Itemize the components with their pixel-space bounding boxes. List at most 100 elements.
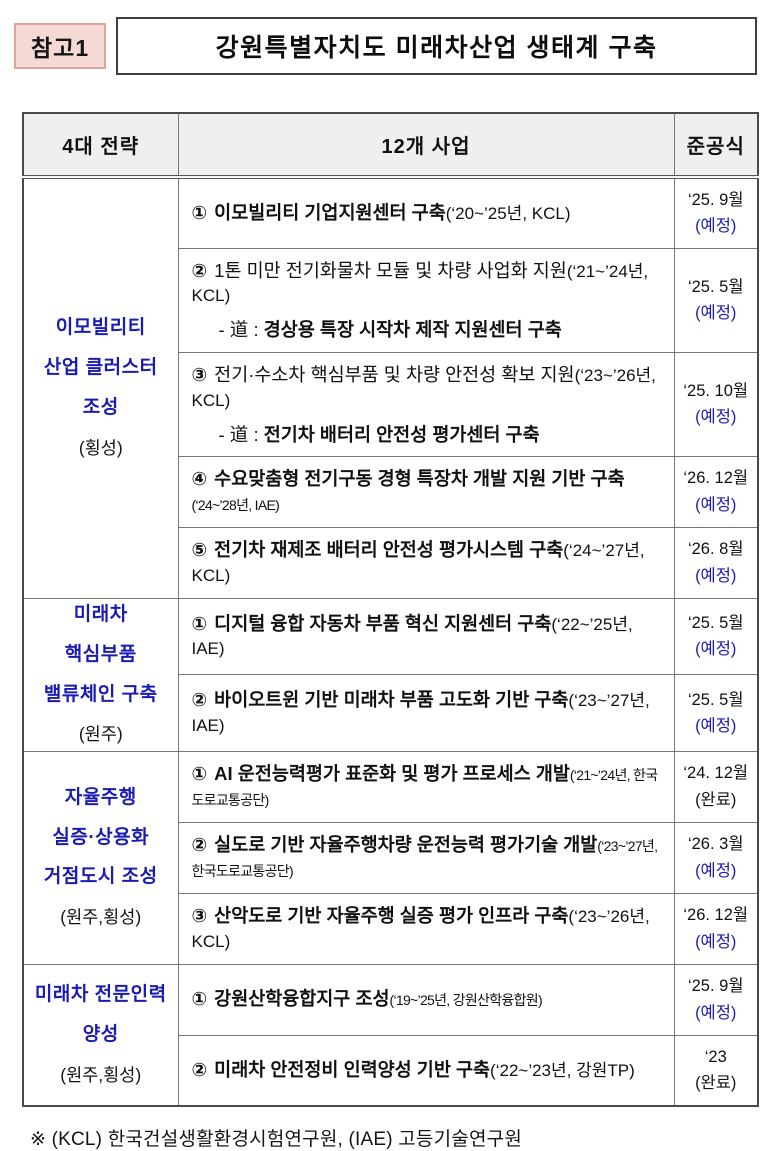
project-title: 전기차 재제조 배터리 안전성 평가시스템 구축 — [214, 538, 564, 560]
project-cell: ② 바이오트윈 기반 미래차 부품 고도화 기반 구축(‘23~’27년, IAE… — [177, 674, 675, 752]
project-cell: ③ 산악도로 기반 자율주행 실증 평가 인프라 구축(‘23~’26년, KCL… — [177, 892, 675, 965]
project-cell: ② 실도로 기반 자율주행차량 운전능력 평가기술 개발(‘23~’27년, 한국… — [177, 821, 675, 894]
table-body: 이모빌리티 산업 클러스터 조성 (횡성) ① 이모빌리티 기업지원센터 구축(‘20~’… — [22, 176, 759, 1107]
project-title-line: ② 바이오트윈 기반 미래차 부품 고도화 기반 구축(‘23~’27년, IAE… — [192, 688, 668, 738]
project-title: 산악도로 기반 자율주행 실증 평가 인프라 구축 — [214, 904, 569, 926]
strategy-text: 자율주행 실증·상용화 거점도시 조성 (원주,횡성) — [26, 786, 176, 928]
completion-date: ‘25. 9월 — [687, 190, 744, 209]
strategy-location: (원주,횡성) — [60, 907, 142, 928]
table-row: ② 실도로 기반 자율주행차량 운전능력 평가기술 개발(‘23~’27년, 한국… — [23, 821, 759, 894]
completion-cell: ‘25. 5월 (예정) — [673, 247, 759, 353]
project-title: 전기·수소차 핵심부품 및 차량 안전성 확보 지원 — [214, 363, 575, 385]
project-period: (‘23~’27년, 한국도로교통공단) — [191, 837, 658, 879]
project-cell: ② 1톤 미만 전기화물차 모듈 및 차량 사업화 지원(‘21~’24년, KC… — [177, 247, 675, 353]
project-period: (‘24~’27년, KCL) — [191, 540, 645, 585]
completion-cell: ‘25. 5월 (예정) — [673, 674, 759, 752]
table-row: ② 바이오트윈 기반 미래차 부품 고도화 기반 구축(‘23~’27년, IAE… — [23, 674, 759, 752]
column-header-completion: 준공식 — [673, 112, 759, 179]
project-number: ③ — [191, 904, 208, 926]
completion-status: (예정) — [695, 1003, 737, 1022]
strategy-location: (원주) — [78, 724, 123, 745]
project-cell: ① 디지털 융합 자동차 부품 혁신 지원센터 구축(‘22~’25년, IAE) — [177, 597, 675, 676]
completion-status: (예정) — [695, 408, 737, 427]
project-number: ① — [191, 612, 208, 634]
project-subline: - 道 : 경상용 특장 시작차 제작 지원센터 구축 — [192, 319, 668, 341]
project-number: ⑤ — [191, 538, 208, 560]
strategy-text: 미래차 핵심부품 밸류체인 구축 (원주) — [26, 604, 176, 745]
project-title-line: ② 미래차 안전정비 인력양성 기반 구축(‘22~’23년, 강원TP) — [192, 1058, 668, 1083]
completion-cell: ‘26. 12월 (예정) — [673, 455, 759, 528]
strategy-line: 이모빌리티 — [55, 317, 146, 339]
completion-status: (예정) — [695, 495, 737, 514]
project-period: (‘22~’25년, IAE) — [191, 614, 633, 659]
completion-cell: ‘25. 9월 (예정) — [673, 176, 759, 249]
reference-badge: 참고1 — [14, 23, 107, 69]
project-title: 실도로 기반 자율주행차량 운전능력 평가기술 개발 — [214, 833, 598, 855]
project-title: 미래차 안전정비 인력양성 기반 구축 — [214, 1058, 491, 1080]
completion-date: ‘23 — [704, 1048, 727, 1067]
completion-status: (예정) — [695, 716, 737, 735]
table-row: 미래차 핵심부품 밸류체인 구축 (원주) ① 디지털 융합 자동차 부품 혁신 지원센터… — [22, 597, 759, 752]
completion-date: ‘24. 12월 — [683, 764, 749, 783]
strategy-line: 양성 — [82, 1023, 119, 1045]
strategy-line: 조성 — [82, 397, 119, 419]
column-header-projects: 12개 사업 — [177, 112, 675, 179]
completion-status: (예정) — [695, 861, 737, 880]
project-cell: ⑤ 전기차 재제조 배터리 안전성 평가시스템 구축(‘24~’27년, KCL) — [177, 526, 675, 599]
project-period: (‘23~’26년, KCL) — [191, 906, 650, 951]
strategy-line: 자율주행 — [64, 786, 137, 808]
strategy-line: 미래차 전문인력 — [34, 983, 167, 1005]
completion-status: (예정) — [695, 640, 737, 659]
strategy-cell: 이모빌리티 산업 클러스터 조성 (횡성) — [22, 176, 179, 599]
completion-cell: ‘24. 12월 (완료) — [673, 750, 759, 823]
project-period: (‘20~’25년, KCL) — [445, 203, 571, 223]
completion-status: (예정) — [695, 566, 737, 585]
completion-cell: ‘25. 5월 (예정) — [673, 597, 759, 676]
completion-date: ‘26. 3월 — [687, 835, 744, 854]
project-period: (‘21~’24년, 한국도로교통공단) — [191, 766, 659, 808]
province-project: 전기차 배터리 안전성 평가센터 구축 — [263, 423, 540, 445]
projects-table: 4대 전략 12개 사업 준공식 이모빌리티 산업 클러스터 조성 (횡성) ① 이모빌리… — [22, 112, 759, 1108]
project-period: (‘21~’24년, KCL) — [191, 261, 649, 306]
project-subline: - 道 : 전기차 배터리 안전성 평가센터 구축 — [192, 424, 668, 446]
project-cell: ① 강원산학융합지구 조성(‘19~’25년, 강원산학융합원) — [177, 963, 675, 1036]
province-project: 경상용 특장 시작차 제작 지원센터 구축 — [263, 319, 562, 341]
table-row: ② 미래차 안전정비 인력양성 기반 구축(‘22~’23년, 강원TP) ‘23 (… — [23, 1034, 759, 1107]
project-number: ② — [191, 688, 208, 710]
project-cell: ④ 수요맞춤형 전기구동 경형 특장차 개발 지원 기반 구축 (‘24~’28년,… — [177, 455, 675, 528]
project-title: 바이오트윈 기반 미래차 부품 고도화 기반 구축 — [214, 688, 569, 710]
project-number: ② — [191, 833, 208, 855]
project-period: (‘23~’27년, IAE) — [191, 690, 650, 735]
completion-date: ‘26. 12월 — [683, 469, 749, 488]
project-period: (‘22~’23년, 강원TP) — [490, 1060, 635, 1080]
footnote: ※ (KCL) 한국건설생활환경시험연구원, (IAE) 고등기술연구원 — [30, 1129, 523, 1151]
project-title: 강원산학융합지구 조성 — [214, 988, 390, 1010]
project-title: 1톤 미만 전기화물차 모듈 및 차량 사업화 지원 — [214, 259, 567, 281]
completion-status: (예정) — [695, 304, 737, 323]
strategy-line: 실증·상용화 — [52, 826, 150, 848]
project-title-line: ① 디지털 융합 자동차 부품 혁신 지원센터 구축(‘22~’25년, IAE) — [192, 612, 668, 662]
strategy-cell: 미래차 핵심부품 밸류체인 구축 (원주) — [22, 597, 179, 752]
project-title-line: ④ 수요맞춤형 전기구동 경형 특장차 개발 지원 기반 구축 (‘24~’28년,… — [192, 467, 668, 517]
project-number: ② — [191, 259, 208, 281]
project-number: ② — [191, 1058, 208, 1080]
project-cell: ① AI 운전능력평가 표준화 및 평가 프로세스 개발(‘21~’24년, 한국… — [177, 750, 675, 823]
province-prefix: - 道 : — [218, 423, 264, 445]
project-number: ③ — [191, 363, 208, 385]
project-title: AI 운전능력평가 표준화 및 평가 프로세스 개발 — [214, 762, 570, 784]
completion-date: ‘25. 5월 — [687, 614, 744, 633]
table-row: 이모빌리티 산업 클러스터 조성 (횡성) ① 이모빌리티 기업지원센터 구축(‘20~’… — [22, 176, 759, 599]
strategy-location: (원주,횡성) — [60, 1064, 142, 1085]
project-period: (‘19~’25년, 강원산학융합원) — [389, 992, 543, 1009]
table-row: ② 1톤 미만 전기화물차 모듈 및 차량 사업화 지원(‘21~’24년, KC… — [23, 247, 759, 353]
completion-date: ‘25. 5월 — [687, 277, 744, 296]
completion-status: (예정) — [695, 932, 737, 951]
project-title-line: ① 이모빌리티 기업지원센터 구축(‘20~’25년, KCL) — [192, 201, 668, 226]
completion-date: ‘26. 8월 — [687, 540, 744, 559]
strategy-cell: 자율주행 실증·상용화 거점도시 조성 (원주,횡성) — [22, 750, 179, 965]
strategy-line: 핵심부품 — [64, 643, 137, 665]
strategy-text: 이모빌리티 산업 클러스터 조성 (횡성) — [26, 318, 176, 458]
table-header-row: 4대 전략 12개 사업 준공식 — [22, 112, 759, 179]
table-row: 자율주행 실증·상용화 거점도시 조성 (원주,횡성) ① AI 운전능력평가 표준화 및… — [22, 750, 759, 965]
